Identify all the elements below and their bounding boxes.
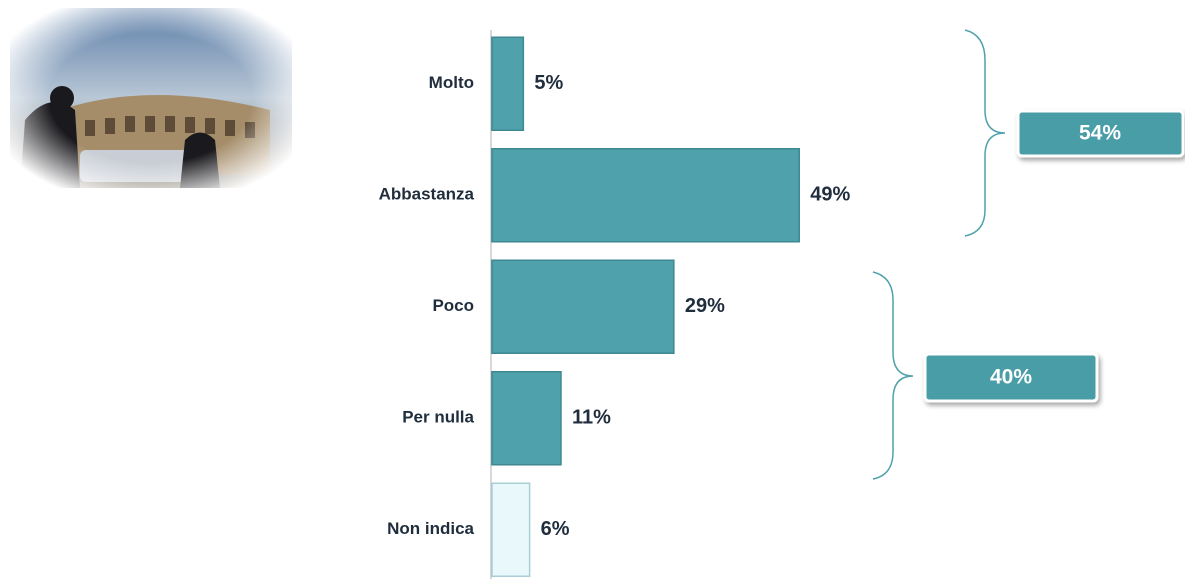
value-label: 11% <box>572 407 611 429</box>
chart: 54% 40% Molto 5% Abbastanza 49% Poco 29% Per n… <box>0 0 1185 579</box>
annotation-label: 54% <box>1079 122 1121 145</box>
category-label: Poco <box>432 296 474 315</box>
category-label: Abbastanza <box>379 185 475 204</box>
bar <box>492 149 799 242</box>
bar <box>492 483 530 576</box>
brace <box>873 272 913 479</box>
category-label: Per nulla <box>402 408 474 427</box>
category-label: Non indica <box>387 519 474 538</box>
annotation-label: 40% <box>990 366 1032 389</box>
value-label: 29% <box>685 295 725 317</box>
value-label: 49% <box>810 184 850 206</box>
bar <box>492 372 561 465</box>
bar <box>492 260 674 353</box>
photo <box>10 8 292 188</box>
value-label: 6% <box>541 518 570 540</box>
brace <box>965 30 1005 236</box>
value-label: 5% <box>534 72 563 94</box>
bar <box>492 37 523 130</box>
category-label: Molto <box>429 73 474 92</box>
